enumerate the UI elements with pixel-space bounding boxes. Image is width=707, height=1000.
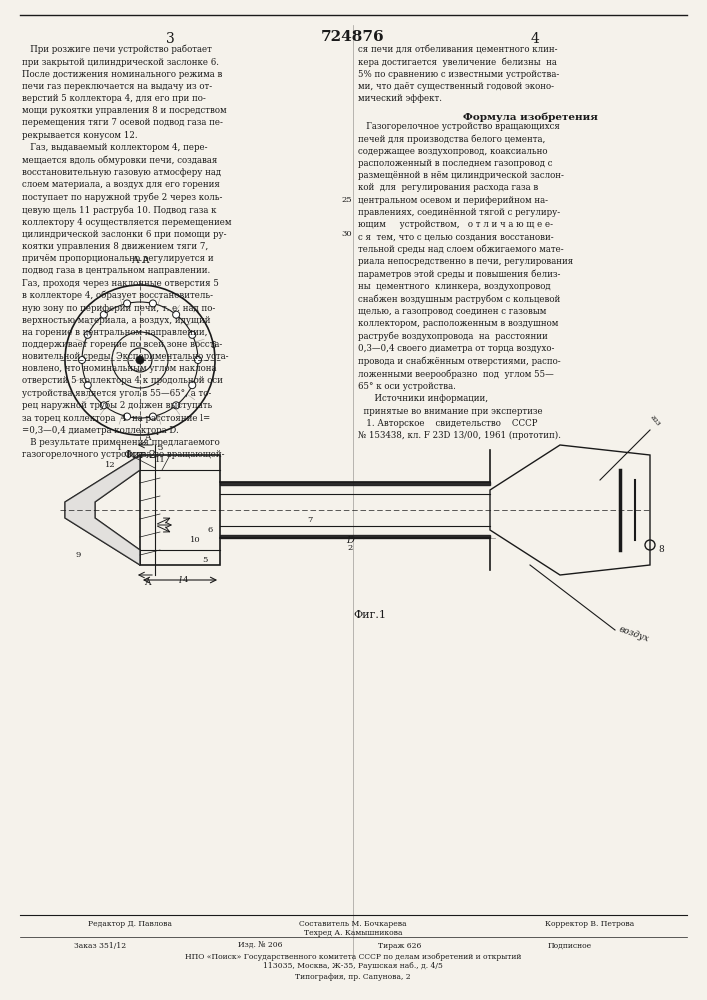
Circle shape [100, 311, 107, 318]
Text: При розжиге печи устройство работает
при закрытой цилиндрической заслонке 6.
Пос: При розжиге печи устройство работает при… [22, 45, 231, 459]
Text: 6: 6 [207, 526, 213, 534]
Text: 3: 3 [165, 32, 175, 46]
Text: A: A [144, 578, 151, 587]
Circle shape [84, 382, 91, 389]
Text: 113035, Москва, Ж-35, Раушская наб., д. 4/5: 113035, Москва, Ж-35, Раушская наб., д. … [263, 962, 443, 970]
Text: 4: 4 [530, 32, 539, 46]
Text: Фиг.2: Фиг.2 [124, 450, 156, 460]
Circle shape [100, 402, 107, 409]
Circle shape [136, 356, 144, 364]
Bar [220, 535, 490, 538]
Text: A: A [144, 433, 151, 442]
Text: 9: 9 [76, 551, 81, 559]
Text: 25: 25 [341, 196, 352, 204]
Text: 724876: 724876 [321, 30, 385, 44]
Text: газ: газ [648, 413, 662, 428]
Text: Техред А. Камышникова: Техред А. Камышникова [304, 929, 402, 937]
Circle shape [149, 413, 156, 420]
Text: Заказ 351/12: Заказ 351/12 [74, 942, 126, 950]
Text: Типография, пр. Сапунова, 2: Типография, пр. Сапунова, 2 [296, 973, 411, 981]
Text: 30: 30 [341, 230, 352, 238]
Text: НПО «Поиск» Государственного комитета СССР по делам изобретений и открытий: НПО «Поиск» Государственного комитета СС… [185, 953, 521, 961]
Polygon shape [65, 455, 140, 565]
Circle shape [84, 331, 91, 338]
Text: Подписное: Подписное [548, 942, 592, 950]
Circle shape [78, 357, 86, 363]
Text: воздух: воздух [618, 625, 651, 644]
Text: 12: 12 [105, 461, 115, 469]
Text: 3: 3 [158, 444, 163, 452]
Circle shape [189, 382, 196, 389]
Circle shape [149, 300, 156, 307]
Circle shape [173, 311, 180, 318]
Text: Изд. № 206: Изд. № 206 [238, 942, 282, 950]
Text: 2: 2 [347, 544, 353, 552]
Text: Составитель М. Бочкарева: Составитель М. Бочкарева [299, 920, 407, 928]
Text: 8: 8 [658, 546, 664, 554]
Text: 4: 4 [182, 576, 188, 584]
Text: Фиг.1: Фиг.1 [354, 610, 387, 620]
Text: 7: 7 [308, 516, 312, 524]
Text: Газогорелочное устройство вращающихся
печей для производства белого цемента,
сод: Газогорелочное устройство вращающихся пе… [358, 122, 573, 440]
Text: Тираж 626: Тираж 626 [378, 942, 421, 950]
Circle shape [173, 402, 180, 409]
Circle shape [124, 413, 131, 420]
Text: Корректор В. Петрова: Корректор В. Петрова [545, 920, 635, 928]
Text: 5: 5 [210, 340, 216, 350]
Circle shape [194, 357, 201, 363]
Text: Формула изобретения: Формула изобретения [462, 112, 597, 121]
Circle shape [189, 331, 196, 338]
Text: D: D [346, 536, 354, 545]
Text: 1: 1 [117, 444, 123, 452]
Bar [220, 482, 490, 485]
Text: Редактор Д. Павлова: Редактор Д. Павлова [88, 920, 172, 928]
Text: l: l [178, 576, 182, 585]
Circle shape [124, 300, 131, 307]
Text: 5: 5 [202, 556, 208, 564]
Text: 11: 11 [155, 456, 165, 464]
Text: ся печи для отбеливания цементного клин-
кера достигается  увеличение  белизны  : ся печи для отбеливания цементного клин-… [358, 45, 559, 115]
Text: A-A: A-A [131, 256, 149, 265]
Text: 10: 10 [189, 536, 200, 544]
